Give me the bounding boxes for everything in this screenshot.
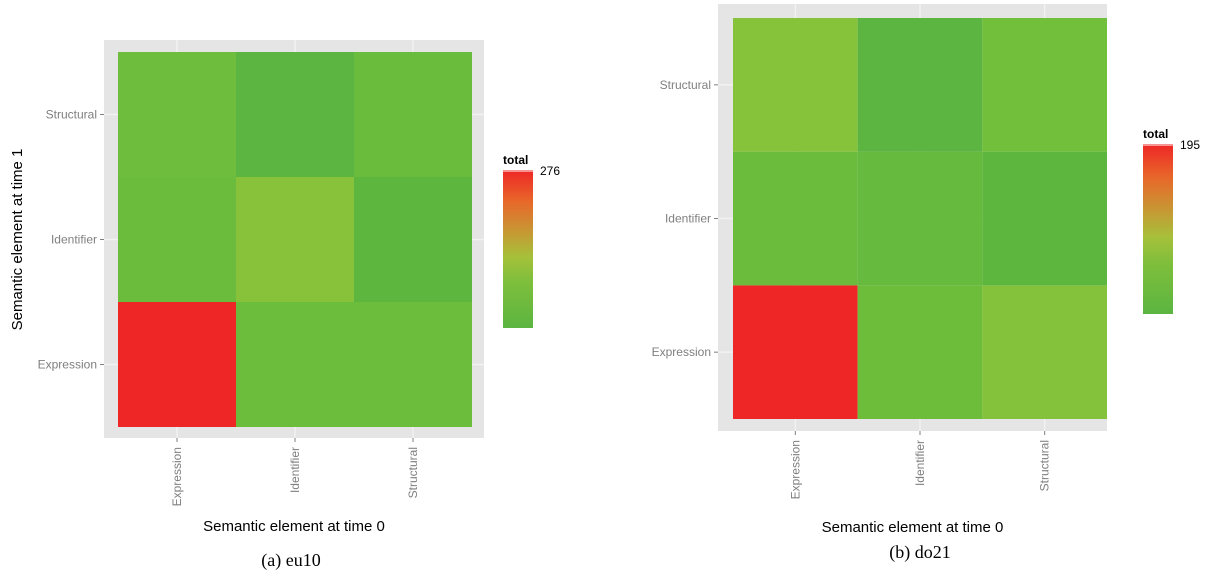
figure-caption: (a) eu10 bbox=[261, 550, 320, 571]
y-tick-label: Structural bbox=[46, 108, 97, 122]
legend-title: total bbox=[1143, 127, 1168, 141]
heatmap-cell-identifier-structural bbox=[354, 177, 472, 302]
x-tick-label: Identifier bbox=[913, 440, 927, 486]
heatmap-cell-identifier-identifier bbox=[857, 151, 983, 286]
heatmap-cell-structural-structural bbox=[354, 52, 472, 177]
heatmap-cell-expression-structural bbox=[354, 302, 472, 427]
heatmap-cell-expression-identifier bbox=[236, 302, 354, 427]
x-axis-title: Semantic element at time 0 bbox=[822, 519, 1004, 536]
heatmap-cell-identifier-expression bbox=[733, 151, 858, 286]
legend-title: total bbox=[503, 153, 528, 167]
heatmap-cell-expression-expression bbox=[118, 302, 236, 427]
heatmap-cell-expression-expression bbox=[733, 285, 858, 419]
y-tick-label: Structural bbox=[660, 78, 711, 92]
legend-max-label: 276 bbox=[540, 164, 560, 178]
heatmap-eu10: Expression Identifier Structural Expression… bbox=[9, 40, 560, 571]
heatmap-cell-structural-expression bbox=[733, 18, 858, 152]
heatmap-cell-structural-structural bbox=[982, 18, 1107, 152]
legend-max-label: 195 bbox=[1180, 138, 1200, 152]
heatmap-cell-identifier-expression bbox=[118, 177, 236, 302]
heatmap-do21: Expression Identifier Structural Expression… bbox=[652, 4, 1200, 563]
figure-caption: (b) do21 bbox=[889, 542, 951, 563]
x-tick-label: Structural bbox=[1038, 440, 1052, 491]
heatmap-cell-identifier-identifier bbox=[236, 177, 354, 302]
heatmap-cell-structural-expression bbox=[118, 52, 236, 177]
x-tick-label: Expression bbox=[170, 447, 184, 506]
x-tick-label: Structural bbox=[406, 447, 420, 498]
heatmap-cell-expression-structural bbox=[982, 285, 1107, 419]
y-tick-label: Identifier bbox=[665, 212, 711, 226]
legend-colorbar bbox=[503, 170, 533, 328]
legend-colorbar bbox=[1143, 144, 1173, 314]
y-tick-label: Identifier bbox=[51, 233, 97, 247]
heatmap-cell-expression-identifier bbox=[857, 285, 983, 419]
heatmap-cell-structural-identifier bbox=[857, 18, 983, 152]
y-axis-title: Semantic element at time 1 bbox=[9, 149, 26, 331]
x-tick-label: Expression bbox=[788, 440, 802, 499]
y-tick-label: Expression bbox=[652, 345, 711, 359]
x-tick-label: Identifier bbox=[288, 447, 302, 493]
heatmap-cell-structural-identifier bbox=[236, 52, 354, 177]
x-axis-title: Semantic element at time 0 bbox=[203, 518, 385, 535]
heatmap-cell-identifier-structural bbox=[982, 151, 1107, 286]
y-tick-label: Expression bbox=[38, 358, 97, 372]
